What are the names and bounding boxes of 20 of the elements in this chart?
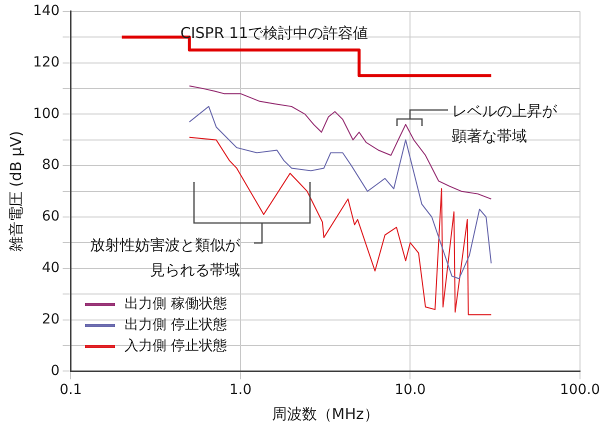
series-label: CISPR 11で検討中の許容値 [180, 24, 368, 42]
annotation: 放射性妨害波と類似が見られる帯域 [89, 235, 240, 281]
y-tick-label: 20 [42, 311, 60, 328]
legend-label: 出力側 稼働状態 [124, 295, 228, 314]
y-axis-title: 雑音電圧 (dB μV) [6, 130, 25, 252]
y-tick-label: 0 [50, 362, 60, 379]
x-tick-label: 1.0 [229, 382, 252, 398]
legend-label: 出力側 停止状態 [124, 316, 228, 336]
x-tick-label: 0.1 [60, 382, 82, 398]
legend-label: 入力側 停止状態 [124, 337, 228, 356]
x-axis-title: 周波数（MHz） [272, 404, 379, 423]
x-tick-label: 10.0 [394, 382, 426, 398]
y-tick-label: 40 [42, 260, 60, 276]
y-tick-label: 60 [42, 208, 60, 225]
annotation: レベルの上昇が顕著な帯域 [452, 101, 558, 147]
y-tick-label: 120 [32, 54, 60, 70]
x-tick-label: 100.0 [560, 382, 600, 398]
y-tick-label: 100 [32, 106, 60, 122]
y-tick-label: 80 [42, 157, 60, 174]
y-tick-label: 140 [32, 3, 60, 20]
